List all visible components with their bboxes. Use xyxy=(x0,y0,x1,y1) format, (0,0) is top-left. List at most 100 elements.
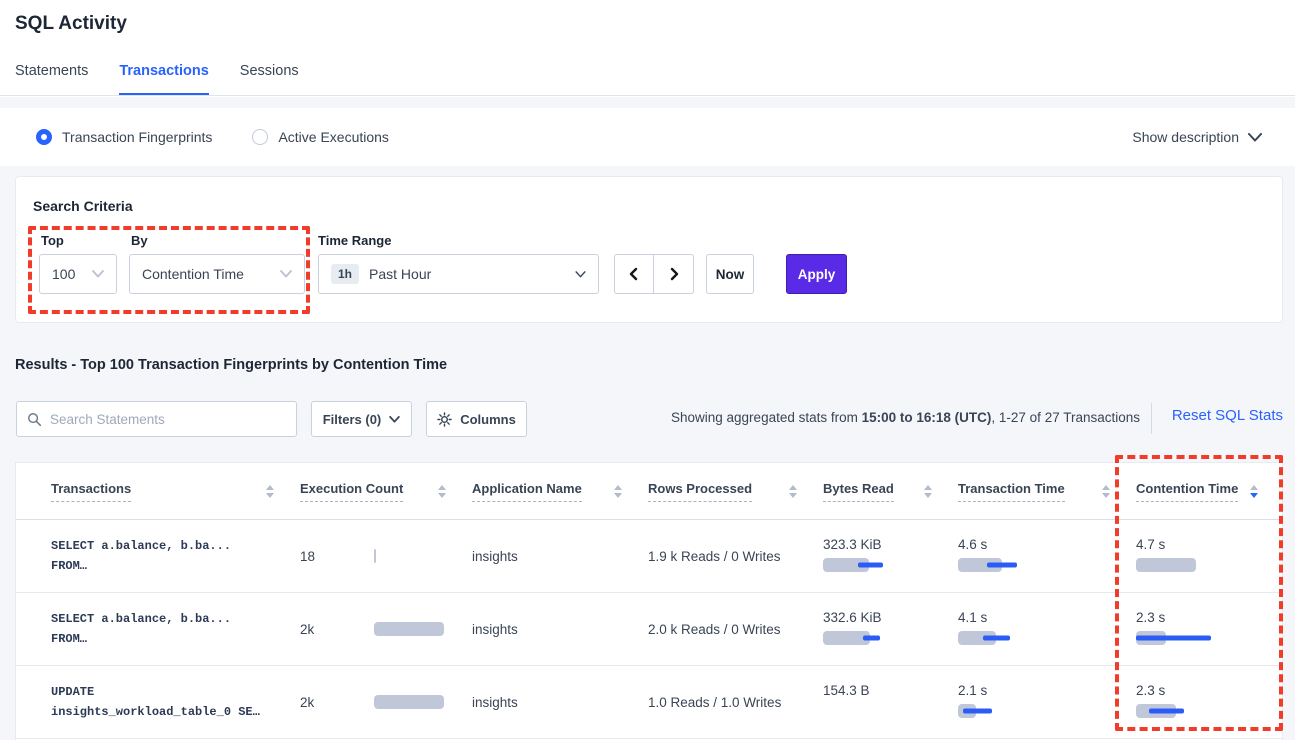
contention-time-cell: 2.3 s xyxy=(1136,593,1282,645)
column-header-contention-time[interactable]: Contention Time xyxy=(1136,463,1282,519)
search-icon xyxy=(28,412,42,426)
gear-icon xyxy=(437,411,452,427)
column-header-transaction-time[interactable]: Transaction Time xyxy=(958,463,1136,519)
radio-label: Transaction Fingerprints xyxy=(62,129,213,145)
sort-icon xyxy=(606,484,622,498)
rows-processed-cell: 1.0 Reads / 1.0 Writes xyxy=(648,694,782,710)
application-name-cell: insights xyxy=(472,694,518,710)
transactions-table: Transactions Execution Count Application… xyxy=(15,462,1283,740)
table-header-row: Transactions Execution Count Application… xyxy=(16,463,1282,520)
time-range-badge: 1h xyxy=(331,264,360,284)
show-description-label: Show description xyxy=(1132,129,1239,145)
rows-processed-cell: 2.0 k Reads / 0 Writes xyxy=(648,621,781,637)
time-nav-group xyxy=(614,254,694,294)
tab-bar: Statements Transactions Sessions xyxy=(15,63,299,95)
rows-processed-cell: 1.9 k Reads / 0 Writes xyxy=(648,548,781,564)
chevron-down-icon xyxy=(92,270,104,278)
chevron-down-icon xyxy=(389,415,400,423)
time-range-label: Time Range xyxy=(318,233,392,248)
time-range-select[interactable]: 1h Past Hour xyxy=(318,254,599,294)
apply-button[interactable]: Apply xyxy=(786,254,847,294)
radio-icon[interactable] xyxy=(252,129,269,145)
radio-label: Active Executions xyxy=(278,129,389,145)
show-description-toggle[interactable]: Show description xyxy=(1132,129,1262,145)
chevron-down-icon xyxy=(1248,132,1262,141)
search-statements-input[interactable] xyxy=(50,411,286,427)
radio-transaction-fingerprints[interactable]: Transaction Fingerprints xyxy=(36,129,212,145)
tab-statements[interactable]: Statements xyxy=(15,63,89,79)
chevron-right-icon xyxy=(670,267,678,281)
transaction-fingerprint-link[interactable]: SELECT a.balance, b.ba... FROM… xyxy=(51,539,232,573)
view-selector-bar: Transaction Fingerprints Active Executio… xyxy=(0,108,1295,166)
chevron-left-icon xyxy=(629,267,638,281)
filters-button-label: Filters (0) xyxy=(322,411,382,427)
contention-time-bar xyxy=(1136,558,1226,572)
top-select-value: 100 xyxy=(52,266,76,282)
radio-icon[interactable] xyxy=(36,129,52,145)
columns-button[interactable]: Columns xyxy=(426,401,527,437)
transaction-time-bar xyxy=(958,558,1028,572)
transaction-fingerprint-link[interactable]: SELECT a.balance, b.ba... FROM… xyxy=(51,612,232,646)
previous-time-button[interactable] xyxy=(614,254,654,294)
search-criteria-heading: Search Criteria xyxy=(33,198,133,214)
radio-active-executions[interactable]: Active Executions xyxy=(252,129,389,145)
results-heading: Results - Top 100 Transaction Fingerprin… xyxy=(15,357,448,373)
top-select[interactable]: 100 xyxy=(39,254,117,294)
bytes-read-cell: 323.3 KiB xyxy=(823,520,958,572)
column-header-application-name[interactable]: Application Name xyxy=(472,463,648,519)
transaction-fingerprint-link[interactable]: UPDATE insights_workload_table_0 SE… xyxy=(51,685,260,719)
column-header-rows-processed[interactable]: Rows Processed xyxy=(648,463,823,519)
page-header: SQL Activity Statements Transactions Ses… xyxy=(0,0,1295,97)
columns-button-label: Columns xyxy=(460,411,516,427)
column-header-transactions[interactable]: Transactions xyxy=(16,463,300,519)
filters-button[interactable]: Filters (0) xyxy=(311,401,412,437)
table-row: SELECT a.balance, b.ba... FROM… 18 insig… xyxy=(16,520,1282,593)
execution-count-cell: 2k xyxy=(300,593,472,665)
transaction-time-bar xyxy=(958,631,1028,645)
tab-transactions[interactable]: Transactions xyxy=(119,63,209,95)
top-field-label: Top xyxy=(41,233,64,248)
execution-count-cell: 2k xyxy=(300,666,472,738)
execution-count-bar xyxy=(374,622,444,636)
sort-icon xyxy=(781,484,797,498)
toolbar-divider xyxy=(1151,403,1152,434)
next-time-button[interactable] xyxy=(654,254,694,294)
contention-time-cell: 2.3 s xyxy=(1136,666,1282,718)
stats-time-range: 15:00 to 16:18 (UTC) xyxy=(861,410,992,425)
bytes-read-cell: 332.6 KiB xyxy=(823,593,958,645)
execution-count-cell: 18 xyxy=(300,520,472,592)
sort-icon xyxy=(1242,484,1258,498)
column-header-bytes-read[interactable]: Bytes Read xyxy=(823,463,958,519)
reset-sql-stats-link[interactable]: Reset SQL Stats xyxy=(1171,407,1283,424)
search-statements-box[interactable] xyxy=(16,401,297,437)
now-button[interactable]: Now xyxy=(706,254,754,294)
tab-sessions[interactable]: Sessions xyxy=(239,63,299,79)
bytes-read-bar xyxy=(823,631,893,645)
column-header-execution-count[interactable]: Execution Count xyxy=(300,463,472,519)
chevron-down-icon xyxy=(280,270,292,278)
sort-icon xyxy=(430,484,446,498)
bytes-read-cell: 154.3 B xyxy=(823,683,870,698)
contention-time-bar xyxy=(1136,704,1226,718)
by-select[interactable]: Contention Time xyxy=(129,254,305,294)
by-select-value: Contention Time xyxy=(142,266,244,282)
time-range-value: Past Hour xyxy=(369,266,432,282)
table-row: SELECT a.balance, b.ba... FROM… 2k insig… xyxy=(16,593,1282,666)
by-field-label: By xyxy=(131,233,148,248)
transaction-time-cell: 4.6 s xyxy=(958,520,1136,572)
application-name-cell: insights xyxy=(472,548,518,564)
table-row: UPDATE insights_workload_table_0 SE… 2k … xyxy=(16,666,1282,739)
transaction-time-cell: 4.1 s xyxy=(958,593,1136,645)
tabs-divider xyxy=(0,95,1295,96)
chevron-down-icon xyxy=(575,270,586,278)
transaction-time-cell: 2.1 s xyxy=(958,666,1136,718)
sort-icon xyxy=(916,484,932,498)
bytes-read-bar xyxy=(823,558,893,572)
search-criteria-panel: Search Criteria Top 100 By Contention Ti… xyxy=(15,176,1283,323)
page-title: SQL Activity xyxy=(15,13,127,34)
execution-count-bar xyxy=(374,695,444,709)
contention-time-cell: 4.7 s xyxy=(1136,520,1282,572)
aggregated-stats-text: Showing aggregated stats from 15:00 to 1… xyxy=(671,410,1140,425)
sort-icon xyxy=(1094,484,1110,498)
